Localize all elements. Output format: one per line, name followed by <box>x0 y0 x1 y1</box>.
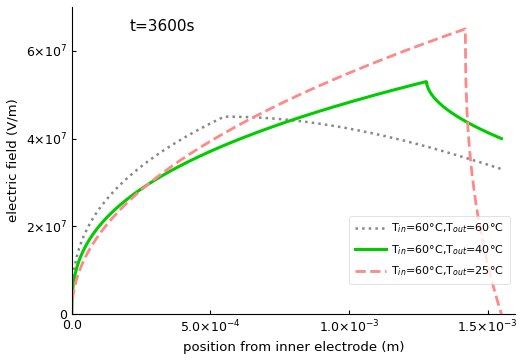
T$_{in}$=60°C,T$_{out}$=25°C <box>258 111 264 116</box>
Y-axis label: electric field (V/m): electric field (V/m) <box>7 99 20 222</box>
Legend: T$_{in}$=60°C,T$_{out}$=60°C, T$_{in}$=60°C,T$_{out}$=40°C, T$_{in}$=60°C,T$_{ou: T$_{in}$=60°C,T$_{out}$=60°C, T$_{in}$=6… <box>349 216 510 284</box>
T$_{in}$=60°C,T$_{out}$=25°C <box>498 312 504 316</box>
T$_{in}$=60°C,T$_{out}$=25°C <box>364 64 370 68</box>
T$_{in}$=60°C,T$_{out}$=40°C <box>404 84 410 89</box>
T$_{in}$=60°C,T$_{out}$=60°C <box>69 308 75 312</box>
T$_{in}$=60°C,T$_{out}$=25°C <box>69 312 75 316</box>
T$_{in}$=60°C,T$_{out}$=60°C <box>498 167 504 171</box>
T$_{in}$=60°C,T$_{out}$=25°C <box>404 48 410 52</box>
X-axis label: position from inner electrode (m): position from inner electrode (m) <box>183 341 404 354</box>
T$_{in}$=60°C,T$_{out}$=60°C <box>404 139 411 144</box>
T$_{in}$=60°C,T$_{out}$=25°C <box>412 45 418 49</box>
T$_{in}$=60°C,T$_{out}$=40°C <box>242 135 249 139</box>
Line: T$_{in}$=60°C,T$_{out}$=40°C: T$_{in}$=60°C,T$_{out}$=40°C <box>72 82 501 314</box>
T$_{in}$=60°C,T$_{out}$=60°C <box>412 141 418 145</box>
T$_{in}$=60°C,T$_{out}$=60°C <box>258 116 265 120</box>
T$_{in}$=60°C,T$_{out}$=25°C <box>462 27 469 31</box>
T$_{in}$=60°C,T$_{out}$=25°C <box>112 212 119 217</box>
T$_{in}$=60°C,T$_{out}$=40°C <box>112 207 119 211</box>
T$_{in}$=60°C,T$_{out}$=60°C <box>112 187 119 192</box>
Line: T$_{in}$=60°C,T$_{out}$=25°C: T$_{in}$=60°C,T$_{out}$=25°C <box>72 29 501 314</box>
T$_{in}$=60°C,T$_{out}$=40°C <box>498 136 504 141</box>
T$_{in}$=60°C,T$_{out}$=40°C <box>258 129 264 133</box>
T$_{in}$=60°C,T$_{out}$=60°C <box>243 115 249 119</box>
Text: t=3600s: t=3600s <box>129 19 195 34</box>
T$_{in}$=60°C,T$_{out}$=25°C <box>242 119 249 123</box>
T$_{in}$=60°C,T$_{out}$=40°C <box>364 95 370 99</box>
T$_{in}$=60°C,T$_{out}$=40°C <box>412 82 418 87</box>
T$_{in}$=60°C,T$_{out}$=60°C <box>221 114 228 119</box>
Line: T$_{in}$=60°C,T$_{out}$=60°C: T$_{in}$=60°C,T$_{out}$=60°C <box>72 117 501 310</box>
T$_{in}$=60°C,T$_{out}$=40°C <box>69 312 75 316</box>
T$_{in}$=60°C,T$_{out}$=40°C <box>423 79 430 84</box>
T$_{in}$=60°C,T$_{out}$=60°C <box>364 130 370 134</box>
